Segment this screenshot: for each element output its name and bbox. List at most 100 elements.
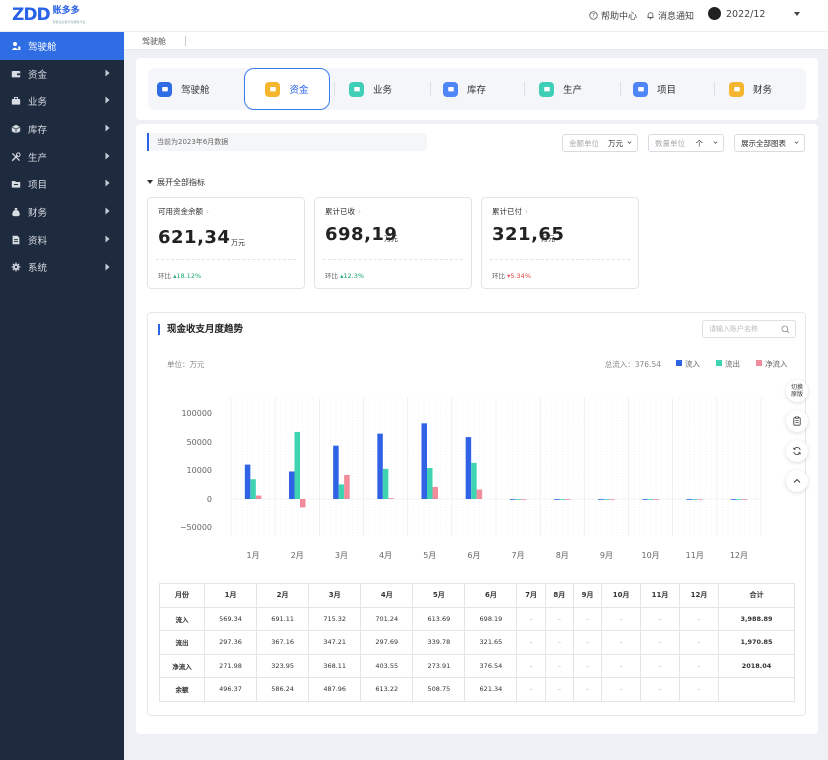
tab-production[interactable]: 生产 — [539, 68, 582, 110]
tab-cockpit[interactable]: 驾驶舱 — [157, 68, 210, 110]
bar-1-10[interactable] — [692, 499, 698, 500]
sidebar-icon-wrap — [11, 151, 21, 162]
kpi-card-total-received[interactable]: 累计已收 › 698,19 万元 环比 ▴12.3% — [314, 197, 472, 289]
table-cell: 271.98 — [203, 653, 258, 678]
bar-1-6[interactable] — [515, 499, 521, 500]
switch-original-label: 切换原版 — [791, 384, 804, 398]
bar-2-2[interactable] — [344, 474, 350, 499]
sidebar-item-0[interactable]: 驾驶舱 — [0, 32, 124, 60]
kpi-card-available-funds[interactable]: 可用资金余额 › 621,34 万元 环比 ▴18.12% — [147, 197, 305, 289]
bar-0-3[interactable] — [377, 433, 383, 499]
tab-project[interactable]: 项目 — [633, 68, 676, 110]
back-to-top-button[interactable] — [786, 470, 808, 492]
table-header-cell: 9月 — [572, 583, 603, 608]
bar-2-3[interactable] — [388, 498, 394, 499]
bar-0-11[interactable] — [730, 499, 737, 500]
sidebar-item-5[interactable]: 项目 — [0, 170, 124, 198]
table-cell: – — [516, 653, 546, 678]
kpi-card-total-paid[interactable]: 累计已付 › 321,65 万元 环比 ▾5.34% — [481, 197, 639, 289]
bar-0-6[interactable] — [509, 499, 516, 500]
table-cell: 273.91 — [412, 653, 466, 678]
table-cell: 367.16 — [256, 630, 310, 655]
bar-2-7[interactable] — [565, 499, 571, 500]
main-panel: 当前为2023年6月数据 金额单位 万元 数量单位 个 展示全部图表 展开全部指… — [136, 124, 818, 734]
bar-1-0[interactable] — [250, 479, 256, 499]
account-search-input[interactable]: 请输入账户名称 — [702, 320, 796, 338]
amount-unit-select[interactable]: 金额单位 万元 — [562, 134, 638, 152]
bar-2-4[interactable] — [432, 486, 439, 499]
table-cell: – — [679, 677, 719, 702]
bar-1-9[interactable] — [647, 499, 654, 500]
clipboard-button[interactable] — [786, 410, 808, 432]
sidebar: 驾驶舱 资金 业务 库存 生产 项目 财务 资料 系统 — [0, 32, 124, 760]
kpi-divider — [490, 259, 630, 260]
show-all-charts-select[interactable]: 展示全部图表 — [734, 134, 805, 152]
bar-2-5[interactable] — [476, 489, 483, 499]
notifications-link[interactable]: 消息通知 — [646, 9, 694, 22]
chevron-right-icon — [105, 207, 110, 215]
breadcrumb[interactable]: 驾驶舱 — [142, 37, 166, 46]
bar-0-5[interactable] — [465, 437, 472, 499]
bar-0-2[interactable] — [333, 445, 339, 499]
sidebar-item-3[interactable]: 库存 — [0, 115, 124, 143]
bar-1-7[interactable] — [559, 499, 566, 500]
bar-0-0[interactable] — [244, 464, 251, 499]
chevron-right-icon: › — [525, 207, 528, 216]
legend-label[interactable]: 流入 — [685, 359, 700, 369]
table-header-cell: 10月 — [601, 583, 642, 608]
bar-0-1[interactable] — [289, 471, 295, 499]
brand-logo[interactable]: ZDD 账多多 智能企业数字化服务平台 — [12, 6, 86, 27]
table-header-cell: 3月 — [308, 583, 362, 608]
bar-2-0[interactable] — [255, 495, 262, 499]
x-tick-label: 5月 — [423, 551, 436, 560]
legend-label[interactable]: 流出 — [725, 359, 740, 369]
x-tick-label: 2月 — [291, 551, 304, 560]
tab-finance[interactable]: 财务 — [729, 68, 772, 110]
bar-0-7[interactable] — [554, 499, 560, 500]
expand-indicators-toggle[interactable]: 展开全部指标 — [147, 177, 205, 188]
y-tick-label: 100000 — [181, 409, 212, 418]
total-inflow-label: 总流入：376.54 — [605, 359, 661, 369]
bar-2-6[interactable] — [520, 499, 527, 500]
bar-2-1[interactable] — [300, 499, 306, 508]
tab-divider — [714, 82, 715, 96]
bar-1-4[interactable] — [427, 468, 433, 499]
legend-label[interactable]: 净流入 — [765, 359, 788, 369]
bar-1-5[interactable] — [471, 462, 477, 499]
sidebar-item-7[interactable]: 资料 — [0, 226, 124, 254]
kpi-value: 321,65 — [492, 224, 565, 245]
period-selector[interactable]: 2022/12 — [708, 7, 800, 21]
bar-2-8[interactable] — [609, 499, 615, 500]
bar-0-9[interactable] — [642, 499, 648, 500]
refresh-button[interactable] — [786, 440, 808, 462]
bar-1-2[interactable] — [338, 484, 345, 499]
chevron-down-icon — [627, 141, 632, 144]
sidebar-item-6[interactable]: 财务 — [0, 198, 124, 226]
sidebar-item-4[interactable]: 生产 — [0, 143, 124, 171]
bar-0-10[interactable] — [686, 499, 693, 500]
tab-funds[interactable]: 资金 — [244, 68, 330, 110]
bar-1-11[interactable] — [736, 499, 742, 500]
sidebar-item-1[interactable]: 资金 — [0, 60, 124, 88]
bar-0-4[interactable] — [421, 423, 428, 499]
bar-2-9[interactable] — [653, 499, 659, 500]
bar-0-8[interactable] — [598, 499, 604, 500]
tab-inventory[interactable]: 库存 — [443, 68, 486, 110]
table-cell — [718, 677, 795, 702]
sidebar-item-2[interactable]: 业务 — [0, 87, 124, 115]
tab-business[interactable]: 业务 — [349, 68, 392, 110]
quantity-unit-select[interactable]: 数量单位 个 — [648, 134, 724, 152]
table-cell: – — [516, 677, 546, 702]
bar-2-11[interactable] — [741, 499, 748, 500]
switch-original-button[interactable]: 切换原版 — [786, 380, 808, 402]
tab-label: 库存 — [467, 85, 487, 96]
bar-2-10[interactable] — [697, 499, 704, 500]
table-header-cell: 月份 — [159, 583, 205, 608]
bar-1-1[interactable] — [294, 431, 301, 499]
sidebar-item-8[interactable]: 系统 — [0, 254, 124, 282]
bar-1-3[interactable] — [382, 468, 389, 499]
chevron-down-icon — [713, 141, 718, 144]
help-center-link[interactable]: ? 帮助中心 — [589, 9, 637, 22]
chevron-down-icon — [794, 141, 799, 144]
bar-1-8[interactable] — [603, 499, 610, 500]
